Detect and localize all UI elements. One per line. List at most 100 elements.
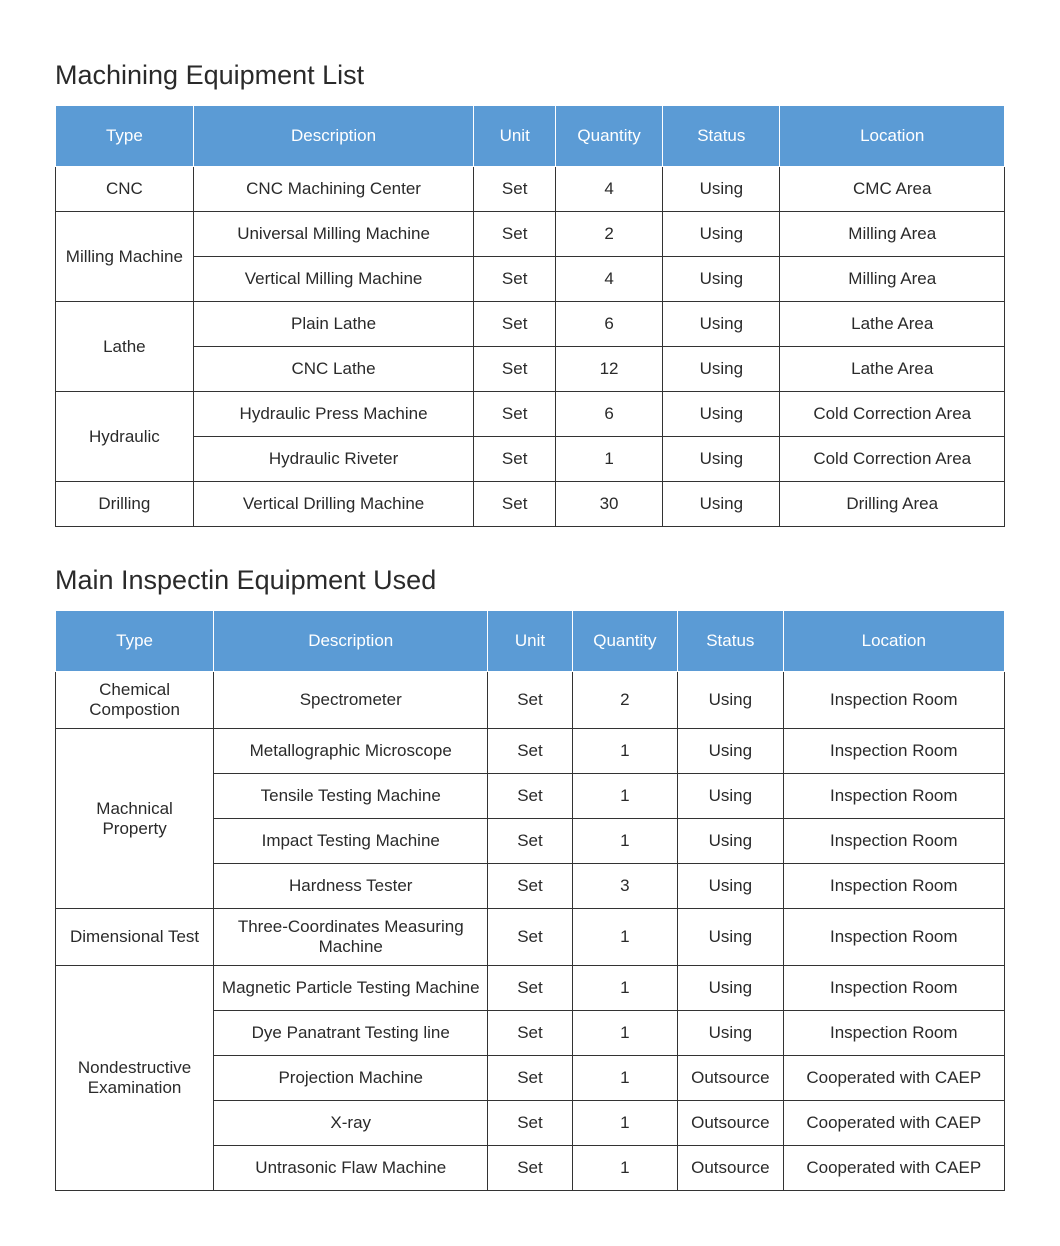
cell-unit: Set <box>488 729 572 774</box>
col-location: Location <box>780 106 1005 167</box>
cell-location: Cooperated with CAEP <box>783 1101 1004 1146</box>
cell-location: Drilling Area <box>780 482 1005 527</box>
cell-type: Lathe <box>56 302 194 392</box>
cell-quantity: 1 <box>572 729 677 774</box>
table-row: Milling MachineUniversal Milling Machine… <box>56 212 1005 257</box>
col-type: Type <box>56 611 214 672</box>
cell-description: Hydraulic Riveter <box>193 437 474 482</box>
col-qty: Quantity <box>572 611 677 672</box>
col-location: Location <box>783 611 1004 672</box>
cell-status: Outsource <box>678 1101 783 1146</box>
cell-location: Cooperated with CAEP <box>783 1146 1004 1191</box>
table-row: HydraulicHydraulic Press MachineSet6Usin… <box>56 392 1005 437</box>
table-row: DrillingVertical Drilling MachineSet30Us… <box>56 482 1005 527</box>
col-unit: Unit <box>474 106 556 167</box>
table-row: CNCCNC Machining CenterSet4UsingCMC Area <box>56 167 1005 212</box>
cell-description: Three-Coordinates Measuring Machine <box>214 909 488 966</box>
cell-unit: Set <box>488 1101 572 1146</box>
cell-type: Milling Machine <box>56 212 194 302</box>
section1-title: Machining Equipment List <box>55 60 1005 91</box>
cell-description: Universal Milling Machine <box>193 212 474 257</box>
page: Machining Equipment List Type Descriptio… <box>0 0 1060 1246</box>
cell-quantity: 3 <box>572 864 677 909</box>
cell-description: X-ray <box>214 1101 488 1146</box>
cell-unit: Set <box>488 1056 572 1101</box>
cell-location: Cold Correction Area <box>780 437 1005 482</box>
col-qty: Quantity <box>555 106 662 167</box>
cell-status: Using <box>663 482 780 527</box>
table-row: Vertical Milling MachineSet4UsingMilling… <box>56 257 1005 302</box>
cell-type: Machnical Property <box>56 729 214 909</box>
cell-quantity: 6 <box>555 302 662 347</box>
cell-description: CNC Machining Center <box>193 167 474 212</box>
cell-status: Using <box>678 774 783 819</box>
table-body: Chemical CompostionSpectrometerSet2Using… <box>56 672 1005 1191</box>
cell-quantity: 30 <box>555 482 662 527</box>
cell-location: Inspection Room <box>783 864 1004 909</box>
col-type: Type <box>56 106 194 167</box>
cell-description: Metallographic Microscope <box>214 729 488 774</box>
cell-status: Using <box>663 167 780 212</box>
cell-description: Vertical Drilling Machine <box>193 482 474 527</box>
cell-quantity: 4 <box>555 257 662 302</box>
cell-quantity: 1 <box>572 1056 677 1101</box>
cell-unit: Set <box>474 167 556 212</box>
cell-type: Hydraulic <box>56 392 194 482</box>
cell-description: Tensile Testing Machine <box>214 774 488 819</box>
table-row: Nondestructive ExaminationMagnetic Parti… <box>56 966 1005 1011</box>
cell-description: CNC Lathe <box>193 347 474 392</box>
cell-location: Inspection Room <box>783 774 1004 819</box>
cell-location: CMC Area <box>780 167 1005 212</box>
cell-description: Plain Lathe <box>193 302 474 347</box>
cell-unit: Set <box>474 392 556 437</box>
cell-unit: Set <box>488 864 572 909</box>
cell-quantity: 1 <box>572 1011 677 1056</box>
cell-quantity: 1 <box>572 909 677 966</box>
table-body: CNCCNC Machining CenterSet4UsingCMC Area… <box>56 167 1005 527</box>
cell-description: Untrasonic Flaw Machine <box>214 1146 488 1191</box>
cell-description: Impact Testing Machine <box>214 819 488 864</box>
machining-table: Type Description Unit Quantity Status Lo… <box>55 105 1005 527</box>
inspection-table: Type Description Unit Quantity Status Lo… <box>55 610 1005 1191</box>
cell-quantity: 1 <box>555 437 662 482</box>
cell-status: Using <box>663 347 780 392</box>
cell-quantity: 1 <box>572 966 677 1011</box>
col-status: Status <box>663 106 780 167</box>
cell-location: Inspection Room <box>783 1011 1004 1056</box>
cell-location: Cooperated with CAEP <box>783 1056 1004 1101</box>
table-row: Machnical PropertyMetallographic Microsc… <box>56 729 1005 774</box>
cell-location: Cold Correction Area <box>780 392 1005 437</box>
cell-quantity: 1 <box>572 774 677 819</box>
cell-quantity: 2 <box>555 212 662 257</box>
cell-unit: Set <box>474 347 556 392</box>
cell-status: Using <box>678 1011 783 1056</box>
cell-status: Using <box>678 729 783 774</box>
table-row: Dimensional TestThree-Coordinates Measur… <box>56 909 1005 966</box>
cell-unit: Set <box>488 819 572 864</box>
table-row: Hydraulic RiveterSet1UsingCold Correctio… <box>56 437 1005 482</box>
cell-unit: Set <box>474 257 556 302</box>
cell-unit: Set <box>474 437 556 482</box>
cell-description: Projection Machine <box>214 1056 488 1101</box>
cell-unit: Set <box>488 672 572 729</box>
cell-unit: Set <box>488 909 572 966</box>
cell-unit: Set <box>488 1146 572 1191</box>
cell-status: Using <box>663 392 780 437</box>
cell-unit: Set <box>488 966 572 1011</box>
cell-unit: Set <box>488 774 572 819</box>
table-row: LathePlain LatheSet6UsingLathe Area <box>56 302 1005 347</box>
cell-location: Milling Area <box>780 257 1005 302</box>
table-row: CNC LatheSet12UsingLathe Area <box>56 347 1005 392</box>
cell-location: Inspection Room <box>783 672 1004 729</box>
cell-description: Hydraulic Press Machine <box>193 392 474 437</box>
cell-quantity: 12 <box>555 347 662 392</box>
cell-quantity: 1 <box>572 1146 677 1191</box>
cell-status: Using <box>663 257 780 302</box>
cell-quantity: 2 <box>572 672 677 729</box>
cell-status: Using <box>678 909 783 966</box>
col-unit: Unit <box>488 611 572 672</box>
table-header: Type Description Unit Quantity Status Lo… <box>56 106 1005 167</box>
cell-status: Using <box>663 437 780 482</box>
cell-type: Dimensional Test <box>56 909 214 966</box>
cell-quantity: 1 <box>572 1101 677 1146</box>
